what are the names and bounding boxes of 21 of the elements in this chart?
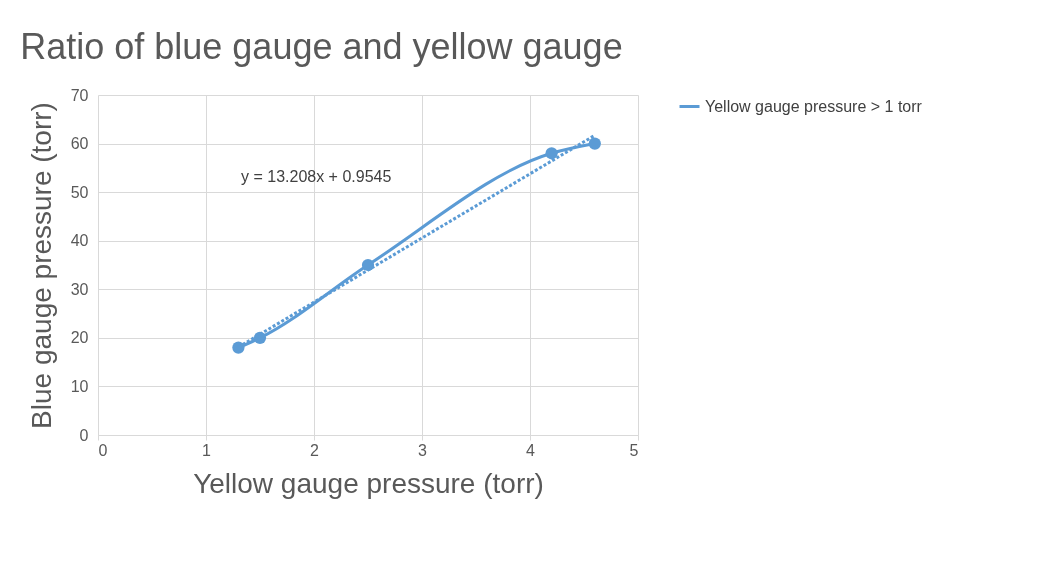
x-tick-label: 3 — [418, 441, 428, 459]
x-tick-label: 2 — [310, 441, 320, 459]
chart-title: Ratio of blue gauge and yellow gauge — [20, 26, 623, 67]
y-tick-label: 30 — [70, 280, 89, 298]
y-tick-label: 0 — [79, 426, 89, 444]
x-tick-label: 5 — [629, 441, 639, 459]
x-tick-label: 4 — [526, 441, 536, 459]
x-tick-label: 1 — [202, 441, 212, 459]
x-axis-title: Yellow gauge pressure (torr) — [193, 467, 544, 499]
y-axis-title: Blue gauge pressure (torr) — [25, 102, 57, 429]
y-tick-label: 60 — [70, 135, 89, 153]
y-tick-label: 70 — [70, 86, 89, 104]
y-tick-label: 50 — [70, 183, 89, 201]
x-tick-label: 0 — [98, 441, 108, 459]
y-tick-label: 20 — [70, 329, 89, 347]
point — [545, 147, 558, 160]
y-tick-label: 10 — [70, 377, 89, 395]
point — [588, 137, 601, 150]
annotation: y = 13.208x + 0.9545 — [241, 168, 392, 185]
y-tick-label: 40 — [70, 232, 89, 250]
legend-label: Yellow gauge pressure > 1 torr — [705, 97, 923, 115]
